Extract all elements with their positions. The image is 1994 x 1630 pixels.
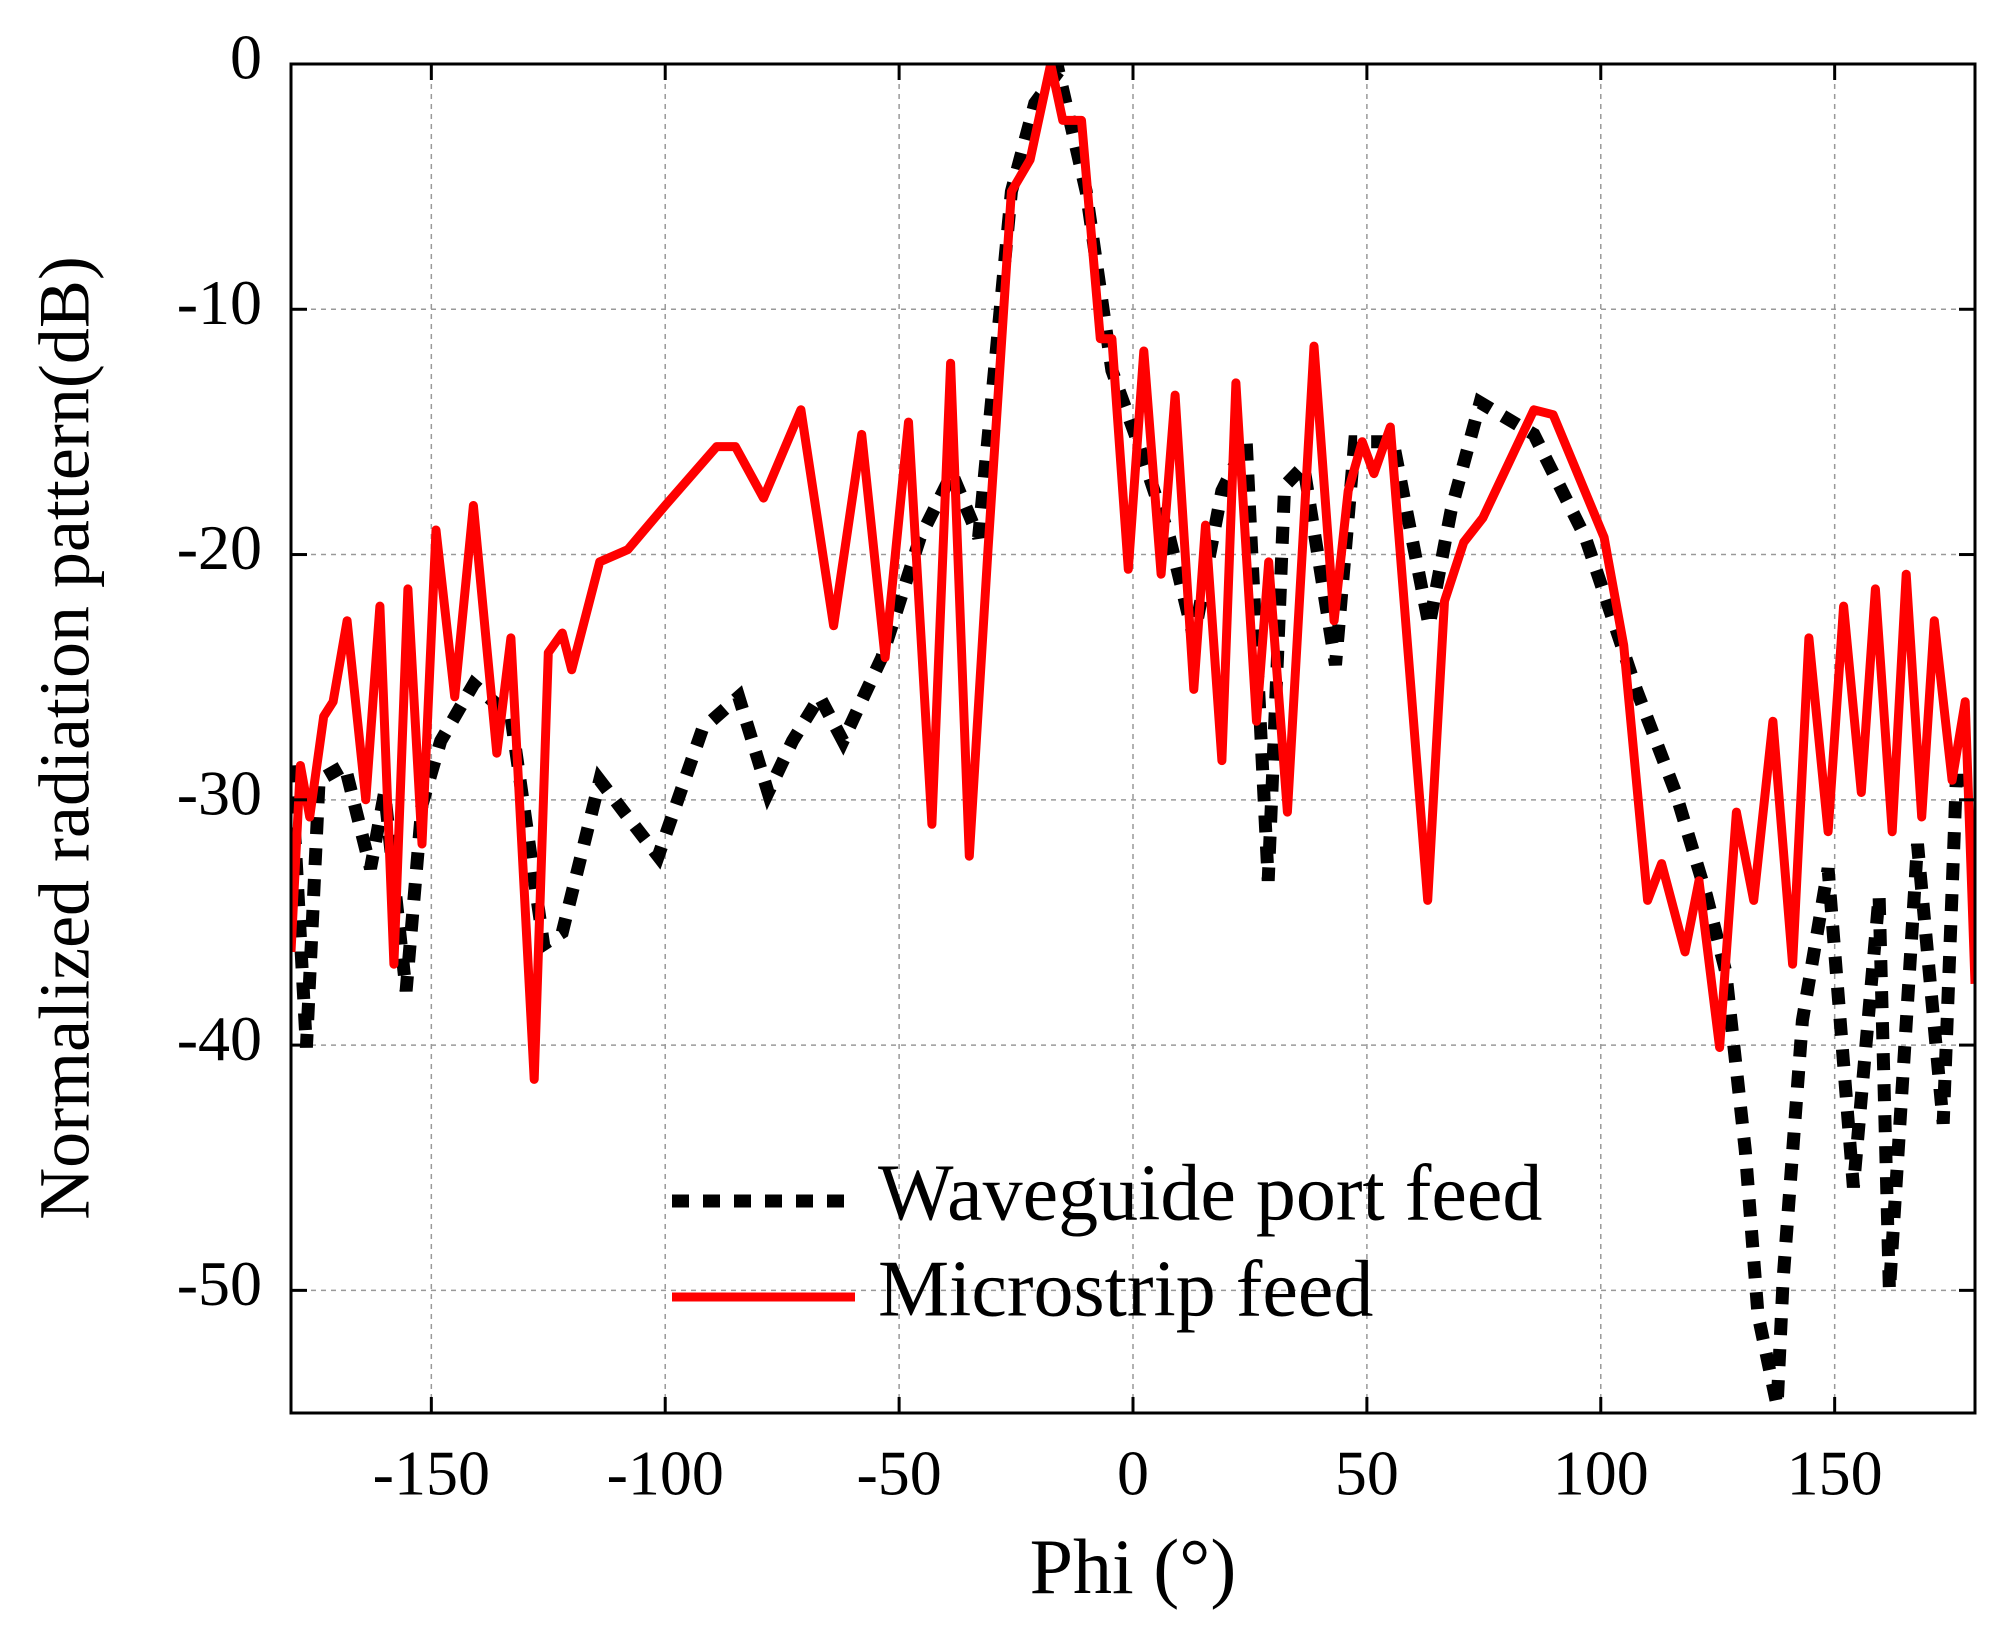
x-tick-label: 100: [1553, 1438, 1649, 1509]
x-tick-label: -150: [373, 1438, 490, 1509]
x-tick-label: -100: [607, 1438, 724, 1509]
x-tick-label: 150: [1787, 1438, 1883, 1509]
y-tick-label: -40: [177, 1003, 262, 1074]
x-tick-label: 50: [1335, 1438, 1399, 1509]
y-tick-label: -50: [177, 1248, 262, 1319]
x-axis-title: Phi (°): [1030, 1523, 1237, 1610]
grid: [291, 63, 1975, 1413]
x-tick-label: 0: [1117, 1438, 1149, 1509]
x-tick-label: -50: [856, 1438, 941, 1509]
series-line: [291, 64, 1975, 1084]
axes: -150 -100 -50 0 50 100 150 0 -10 -20 -30 -40 -50: [177, 22, 1975, 1509]
legend-label: Waveguide port feed: [878, 1149, 1542, 1237]
plot-lines: [291, 64, 1975, 1407]
y-tick-label: -30: [177, 758, 262, 829]
y-tick-label: 0: [230, 22, 262, 93]
legend-label: Microstrip feed: [878, 1245, 1373, 1333]
y-tick-label: -10: [177, 267, 262, 338]
y-tick-label: -20: [177, 512, 262, 583]
y-axis-title: Normalized radiation pattern(dB): [25, 256, 105, 1220]
